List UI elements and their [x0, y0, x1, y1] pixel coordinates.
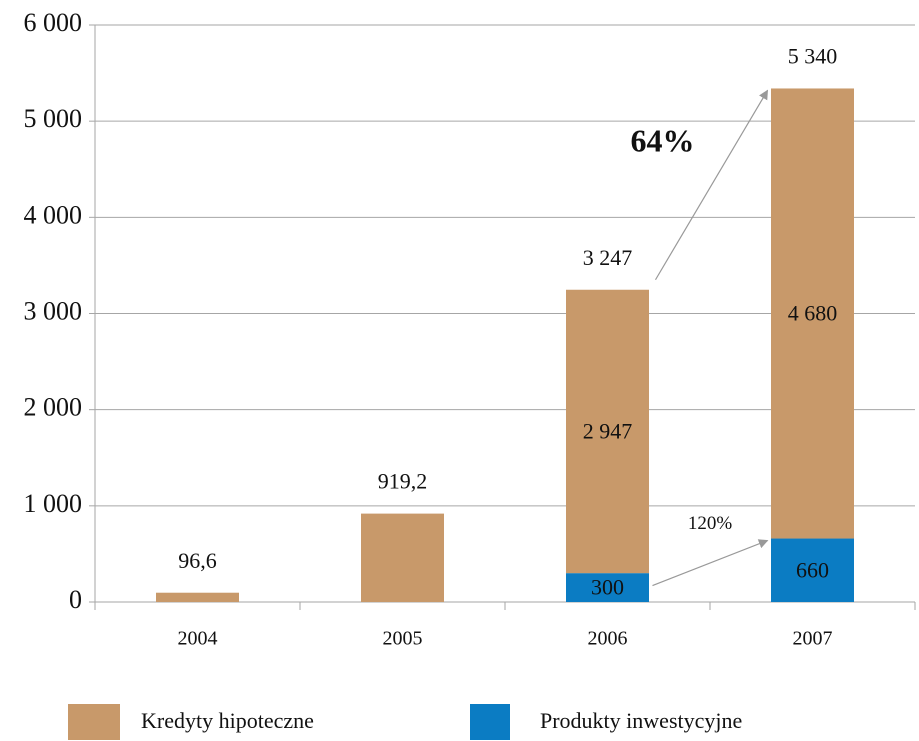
bar-segment [771, 538, 854, 602]
x-tick-label: 2005 [383, 628, 423, 650]
x-tick-label: 2007 [793, 628, 833, 650]
segment-label: 4 680 [788, 301, 838, 326]
legend-swatch [470, 704, 510, 740]
bar-segment [566, 289, 649, 574]
total-label: 5 340 [788, 44, 838, 69]
annotation: 64% [631, 122, 695, 158]
total-label: 3 247 [583, 245, 633, 270]
segment-label: 660 [796, 557, 829, 582]
y-tick-label: 1 000 [24, 489, 83, 518]
y-tick-label: 2 000 [24, 393, 83, 422]
total-label: 96,6 [178, 548, 217, 573]
growth-arrow [654, 89, 769, 281]
legend-label: Kredyty hipoteczne [141, 708, 314, 733]
y-tick-label: 3 000 [24, 296, 83, 325]
x-tick-label: 2004 [178, 628, 218, 650]
total-label: 919,2 [378, 469, 428, 494]
growth-arrow [652, 539, 769, 587]
x-tick-label: 2006 [588, 628, 628, 650]
segment-label: 2 947 [583, 418, 633, 443]
y-tick-label: 0 [69, 585, 82, 614]
annotation: 120% [688, 513, 733, 534]
legend-label: Produkty inwestycyjne [540, 708, 742, 733]
bar-segment [566, 573, 649, 602]
legend-swatch [68, 704, 120, 740]
segment-label: 300 [591, 575, 624, 600]
bar-segment [361, 513, 444, 602]
bar-segment [156, 592, 239, 602]
bar-segment [771, 88, 854, 539]
y-tick-label: 4 000 [24, 200, 83, 229]
y-tick-label: 5 000 [24, 104, 83, 133]
y-tick-label: 6 000 [24, 8, 83, 37]
